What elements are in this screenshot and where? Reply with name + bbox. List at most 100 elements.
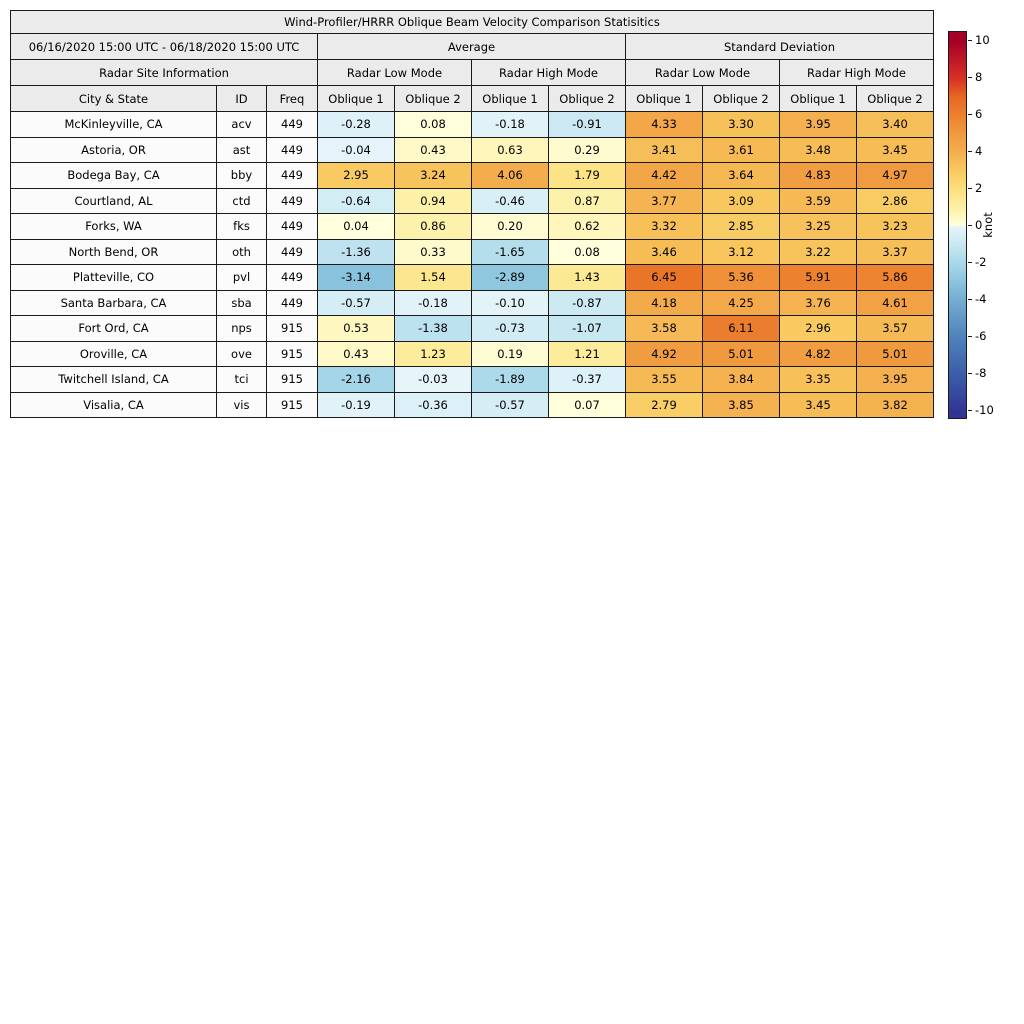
colorbar-tick-label: 8 xyxy=(975,70,983,84)
radar-site-information-header: Radar Site Information xyxy=(10,59,318,86)
value-cell: 3.35 xyxy=(779,366,857,393)
colorbar-axis-label: knot xyxy=(981,212,995,238)
value-cell: 5.36 xyxy=(702,264,780,291)
city-state-cell: Astoria, OR xyxy=(10,136,217,163)
value-cell: 4.33 xyxy=(625,111,703,138)
colorbar-tick-label: -2 xyxy=(975,255,987,269)
date-range: 06/16/2020 15:00 UTC - 06/18/2020 15:00 … xyxy=(10,33,318,60)
value-cell: 3.82 xyxy=(856,391,934,418)
value-cell: -0.57 xyxy=(471,391,549,418)
value-cell: 0.94 xyxy=(394,187,472,214)
title-row: Wind-Profiler/HRRR Oblique Beam Velocity… xyxy=(10,10,934,34)
city-state-cell: Fort Ord, CA xyxy=(10,315,217,342)
value-cell: 0.08 xyxy=(548,238,626,265)
value-cell: 5.86 xyxy=(856,264,934,291)
value-cell: 3.30 xyxy=(702,111,780,138)
column-header-row: City & State ID Freq Oblique 1 Oblique 2… xyxy=(10,85,934,112)
site-id-cell: oth xyxy=(216,238,267,265)
freq-cell: 915 xyxy=(266,340,318,367)
value-cell: 1.21 xyxy=(548,340,626,367)
site-id-cell: ctd xyxy=(216,187,267,214)
value-cell: 3.09 xyxy=(702,187,780,214)
value-cell: 2.86 xyxy=(856,187,934,214)
colorbar-tick-label: -10 xyxy=(975,403,994,417)
mode-header-row: Radar Site Information Radar Low Mode Ra… xyxy=(10,59,934,86)
value-cell: -1.89 xyxy=(471,366,549,393)
site-id-cell: pvl xyxy=(216,264,267,291)
col-header-oblique-2: Oblique 2 xyxy=(702,85,780,112)
freq-cell: 915 xyxy=(266,366,318,393)
section-average: Average xyxy=(317,33,626,60)
value-cell: 0.62 xyxy=(548,213,626,240)
col-header-oblique-2: Oblique 2 xyxy=(548,85,626,112)
colorbar-tick-label: 4 xyxy=(975,144,983,158)
table-row: Astoria, OR ast 449 -0.04 0.43 0.63 0.29 3.41 3.… xyxy=(10,136,934,163)
value-cell: -1.65 xyxy=(471,238,549,265)
value-cell: 2.95 xyxy=(317,162,395,189)
value-cell: 0.07 xyxy=(548,391,626,418)
value-cell: 3.85 xyxy=(702,391,780,418)
value-cell: 0.63 xyxy=(471,136,549,163)
value-cell: 3.58 xyxy=(625,315,703,342)
value-cell: 0.33 xyxy=(394,238,472,265)
city-state-cell: Forks, WA xyxy=(10,213,217,240)
city-state-cell: North Bend, OR xyxy=(10,238,217,265)
value-cell: 3.61 xyxy=(702,136,780,163)
value-cell: -1.38 xyxy=(394,315,472,342)
colorbar-tick xyxy=(968,373,972,374)
site-id-cell: fks xyxy=(216,213,267,240)
value-cell: -0.18 xyxy=(394,289,472,316)
value-cell: 3.23 xyxy=(856,213,934,240)
value-cell: -0.36 xyxy=(394,391,472,418)
value-cell: 4.82 xyxy=(779,340,857,367)
value-cell: 0.08 xyxy=(394,111,472,138)
value-cell: 4.42 xyxy=(625,162,703,189)
value-cell: -0.37 xyxy=(548,366,626,393)
value-cell: -1.07 xyxy=(548,315,626,342)
city-state-cell: McKinleyville, CA xyxy=(10,111,217,138)
value-cell: 0.53 xyxy=(317,315,395,342)
value-cell: -0.10 xyxy=(471,289,549,316)
colorbar-tick xyxy=(968,299,972,300)
freq-cell: 915 xyxy=(266,315,318,342)
col-header-oblique-1: Oblique 1 xyxy=(471,85,549,112)
std-radar-high-mode-header: Radar High Mode xyxy=(779,59,934,86)
value-cell: 4.83 xyxy=(779,162,857,189)
col-header-oblique-2: Oblique 2 xyxy=(856,85,934,112)
site-id-cell: sba xyxy=(216,289,267,316)
table-row: Fort Ord, CA nps 915 0.53 -1.38 -0.73 -1.07 3.5… xyxy=(10,315,934,342)
colorbar-tick xyxy=(968,77,972,78)
table-row: Platteville, CO pvl 449 -3.14 1.54 -2.89 1.43 6… xyxy=(10,264,934,291)
colorbar-tick xyxy=(968,188,972,189)
value-cell: -0.03 xyxy=(394,366,472,393)
value-cell: 0.87 xyxy=(548,187,626,214)
colorbar-tick-label: 0 xyxy=(975,218,983,232)
value-cell: 3.46 xyxy=(625,238,703,265)
col-header-oblique-1: Oblique 1 xyxy=(317,85,395,112)
freq-cell: 449 xyxy=(266,289,318,316)
value-cell: 3.76 xyxy=(779,289,857,316)
colorbar-tick xyxy=(968,336,972,337)
value-cell: 3.45 xyxy=(779,391,857,418)
freq-cell: 449 xyxy=(266,238,318,265)
colorbar-tick xyxy=(968,225,972,226)
value-cell: 4.25 xyxy=(702,289,780,316)
value-cell: 3.95 xyxy=(856,366,934,393)
avg-radar-low-mode-header: Radar Low Mode xyxy=(317,59,472,86)
colorbar-tick-label: -8 xyxy=(975,366,987,380)
colorbar-tick-label: 6 xyxy=(975,107,983,121)
value-cell: -0.87 xyxy=(548,289,626,316)
value-cell: 3.57 xyxy=(856,315,934,342)
value-cell: -0.18 xyxy=(471,111,549,138)
site-id-cell: nps xyxy=(216,315,267,342)
col-header-oblique-2: Oblique 2 xyxy=(394,85,472,112)
site-id-cell: bby xyxy=(216,162,267,189)
stats-table: Wind-Profiler/HRRR Oblique Beam Velocity… xyxy=(10,10,934,418)
table-row: North Bend, OR oth 449 -1.36 0.33 -1.65 0.08 3.… xyxy=(10,238,934,265)
value-cell: 0.04 xyxy=(317,213,395,240)
freq-cell: 449 xyxy=(266,111,318,138)
city-state-cell: Visalia, CA xyxy=(10,391,217,418)
value-cell: -0.28 xyxy=(317,111,395,138)
table-row: McKinleyville, CA acv 449 -0.28 0.08 -0.18 -0.… xyxy=(10,111,934,138)
